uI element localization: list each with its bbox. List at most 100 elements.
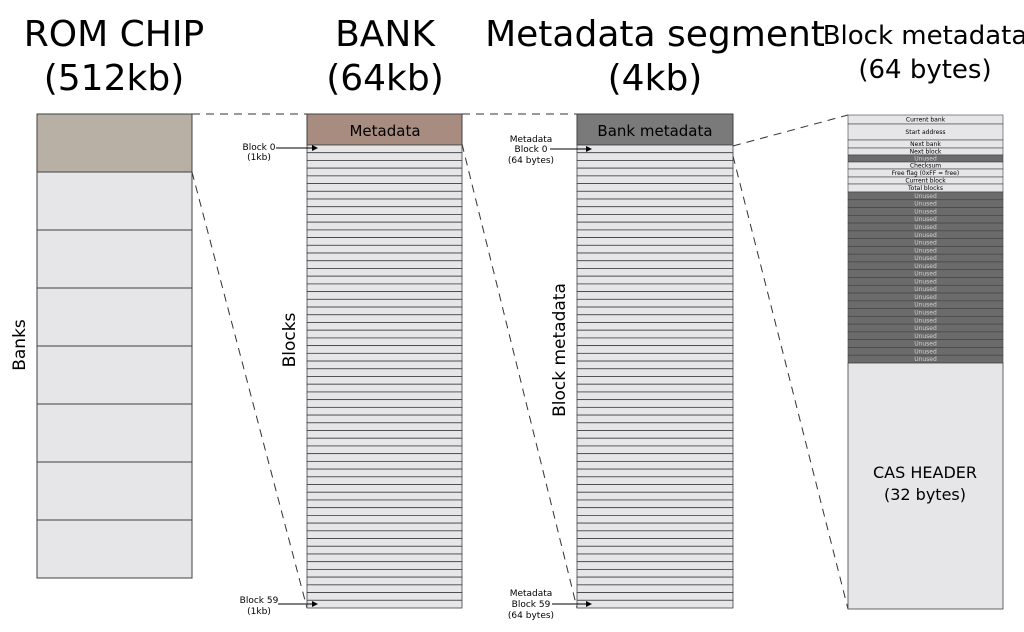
- block-metadata-size: (64 bytes): [858, 55, 991, 85]
- metadata-block-row: [576, 545, 734, 555]
- bank-block-row: [306, 515, 463, 524]
- bank-block-row: [306, 368, 463, 377]
- metadata-block-row: [576, 569, 734, 578]
- bank-block-row: [306, 298, 463, 308]
- metadata-block-row: [576, 352, 734, 362]
- metadata-block-row: [576, 368, 734, 377]
- unused-label: Unused: [914, 255, 937, 262]
- bank-block-row: [306, 152, 463, 161]
- bank-block-row: [306, 437, 463, 447]
- metadata-block-row: [576, 190, 734, 200]
- metadata-block-row: [576, 214, 734, 223]
- unused-label: Unused: [914, 271, 937, 278]
- bank-block-row: [306, 345, 463, 354]
- metadata-block-row: [576, 437, 734, 447]
- field-label: Current block: [905, 178, 946, 185]
- bank-block-row: [306, 221, 463, 231]
- metadata-block-0-line1: Metadata: [510, 135, 553, 145]
- unused-label: Unused: [914, 193, 937, 200]
- metadata-block-row: [576, 376, 734, 385]
- unused-label: Unused: [914, 348, 937, 355]
- metadata-block-row: [576, 337, 734, 347]
- rom-bank-cell: [36, 229, 193, 289]
- metadata-block-59-arrowhead: [586, 601, 592, 607]
- bank-block-row: [306, 283, 463, 293]
- bank-block-row: [306, 275, 463, 285]
- bank-block-row: [306, 507, 463, 516]
- block-0-arrowhead: [312, 145, 318, 151]
- unused-label: Unused: [914, 278, 937, 285]
- metadata-block-row: [576, 406, 734, 416]
- bank-block-row: [306, 268, 463, 277]
- cas-header-cell: [847, 362, 1004, 610]
- unused-label: Unused: [914, 201, 937, 208]
- metadata-block-row: [576, 244, 734, 254]
- bank-block-row: [306, 453, 463, 462]
- bank-block-row: [306, 576, 463, 586]
- bank-block-row: [306, 329, 463, 339]
- metadata-block-0-line3: (64 bytes): [508, 156, 554, 166]
- bank-block-row: [306, 460, 463, 470]
- metadata-block-row: [576, 553, 734, 563]
- metadata-block-row: [576, 206, 734, 215]
- field-label: Checksum: [910, 163, 941, 170]
- metadata-block-row: [576, 283, 734, 293]
- rom-chip-column: [36, 113, 193, 579]
- bank-block-row: [306, 144, 463, 154]
- bank-block-row: [306, 337, 463, 347]
- bank-block-row: [306, 244, 463, 254]
- metadata-block-row: [576, 314, 734, 323]
- cas-header-size: (32 bytes): [884, 485, 966, 504]
- bank-block-row: [306, 198, 463, 208]
- rom-bank-cell: [36, 403, 193, 463]
- bank-block-row: [306, 406, 463, 416]
- bank-block-row: [306, 476, 463, 485]
- metadata-segment-title: Metadata segment: [485, 14, 825, 55]
- metadata-block-row: [576, 152, 734, 161]
- unused-label: Unused: [914, 286, 937, 293]
- metadata-block-row: [576, 530, 734, 539]
- block-0-size: (1kb): [247, 153, 271, 163]
- field-label: Start address: [905, 129, 945, 136]
- metadata-block-row: [576, 538, 734, 547]
- bank-block-row: [306, 175, 463, 184]
- bank-block-row: [306, 322, 463, 331]
- unused-label: Unused: [914, 341, 937, 348]
- bank-block-row: [306, 499, 463, 509]
- metadata-block-row: [576, 229, 734, 238]
- metadata-block-0-line2: Block 0: [515, 145, 548, 155]
- connector-bank-meta-bottom: [461, 143, 578, 609]
- bank-title: BANK: [335, 14, 436, 55]
- bank-block-row: [306, 206, 463, 215]
- unused-label: Unused: [914, 356, 937, 363]
- bank-block-row: [306, 538, 463, 547]
- metadata-block-row: [576, 252, 734, 262]
- bank-block-row: [306, 584, 463, 593]
- metadata-block-row: [576, 298, 734, 308]
- unused-label: Unused: [914, 232, 937, 239]
- metadata-block-row: [576, 345, 734, 354]
- metadata-block-row: [576, 468, 734, 478]
- metadata-block-59-line3: (64 bytes): [508, 611, 554, 621]
- bank-metadata-header-cell: [306, 113, 463, 146]
- bank-block-row: [306, 306, 463, 316]
- metadata-block-row: [576, 576, 734, 586]
- unused-label: Unused: [914, 263, 937, 270]
- metadata-block-row: [576, 584, 734, 593]
- bank-block-row: [306, 260, 463, 269]
- field-label: Free flag (0xFF = free): [892, 170, 959, 177]
- metadata-block-row: [576, 430, 734, 439]
- bank-block-row: [306, 414, 463, 424]
- metadata-block-row: [576, 399, 734, 408]
- unused-label: Unused: [914, 333, 937, 340]
- bank-block-row: [306, 291, 463, 300]
- bank-block-row: [306, 167, 463, 177]
- bank-block-row: [306, 160, 463, 169]
- metadata-block-row: [576, 391, 734, 401]
- connector-meta-block-bottom: [732, 155, 849, 610]
- metadata-block-row: [576, 221, 734, 231]
- metadata-block-row: [576, 507, 734, 516]
- metadata-block-row: [576, 322, 734, 331]
